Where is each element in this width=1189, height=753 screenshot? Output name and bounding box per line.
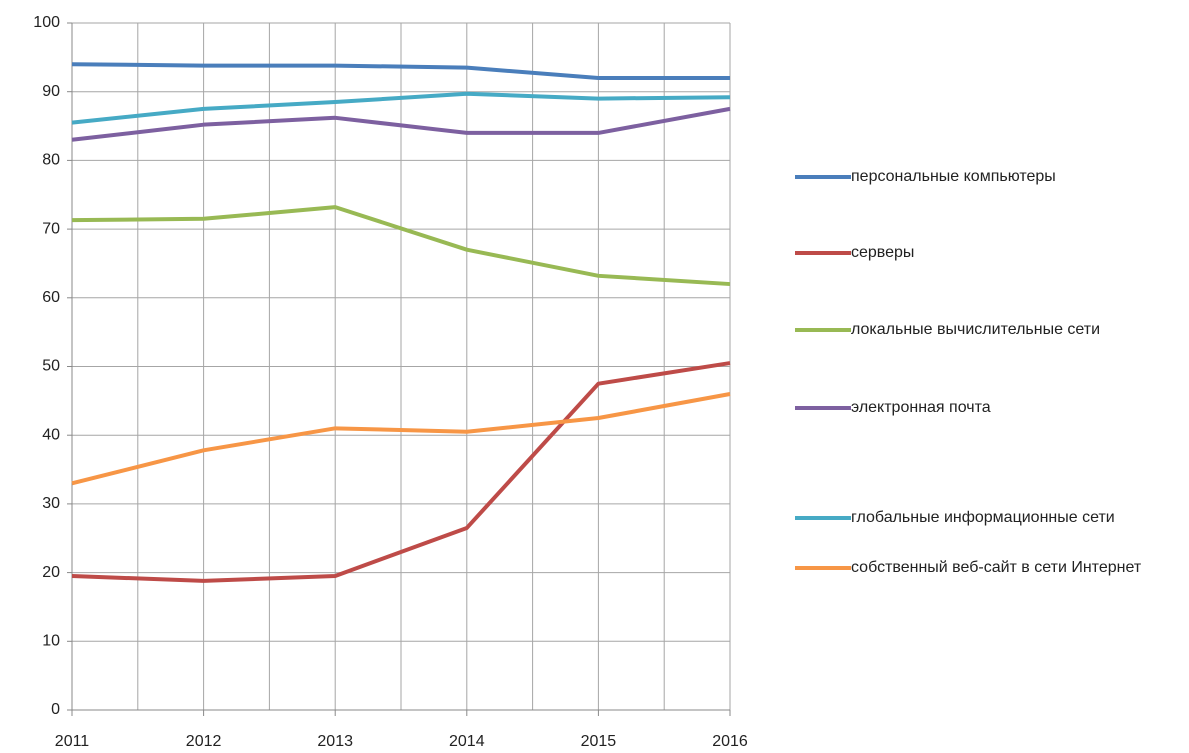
y-tick-label: 70 [42,220,60,237]
x-tick-label: 2012 [186,733,222,750]
legend-label: электронная почта [851,399,991,416]
x-tick-label: 2011 [55,733,90,750]
legend-label: локальные вычислительные сети [851,321,1101,338]
series-line [71,106,731,142]
series-line [71,361,731,583]
legend-item: персональные компьютеры [795,161,1175,193]
x-tick-label: 2015 [581,733,617,750]
y-tick-label: 0 [51,701,60,718]
legend-swatch [795,516,851,520]
y-tick-label: 40 [42,426,60,443]
legend-swatch [795,251,851,255]
legend-item: локальные вычислительные сети [795,314,1175,346]
legend-item: глобальные информационные сети [795,502,1175,534]
series-line [71,392,731,486]
series-line [71,91,731,125]
legend-swatch [795,406,851,410]
y-tick-label: 100 [33,14,60,31]
legend-label: серверы [851,244,915,261]
legend-label: персональные компьютеры [851,168,1056,185]
legend-item: собственный веб-сайт в сети Интернет [795,552,1175,584]
y-tick-label: 20 [42,564,60,581]
legend-label: собственный веб-сайт в сети Интернет [851,559,1142,576]
y-tick-label: 30 [42,495,60,512]
y-tick-label: 60 [42,289,60,306]
y-tick-label: 90 [42,83,60,100]
legend-swatch [795,328,851,332]
x-tick-label: 2014 [449,733,485,750]
legend-swatch [795,566,851,570]
series-line [71,205,731,287]
y-tick-label: 80 [42,152,60,169]
legend-item: электронная почта [795,392,1175,424]
legend-swatch [795,175,851,179]
series-line [71,62,730,80]
legend-label: глобальные информационные сети [851,509,1115,526]
y-tick-label: 50 [42,358,60,375]
x-tick-label: 2013 [317,733,353,750]
legend-item: серверы [795,237,1175,269]
x-tick-label: 2016 [712,733,748,750]
y-tick-label: 10 [42,633,60,650]
